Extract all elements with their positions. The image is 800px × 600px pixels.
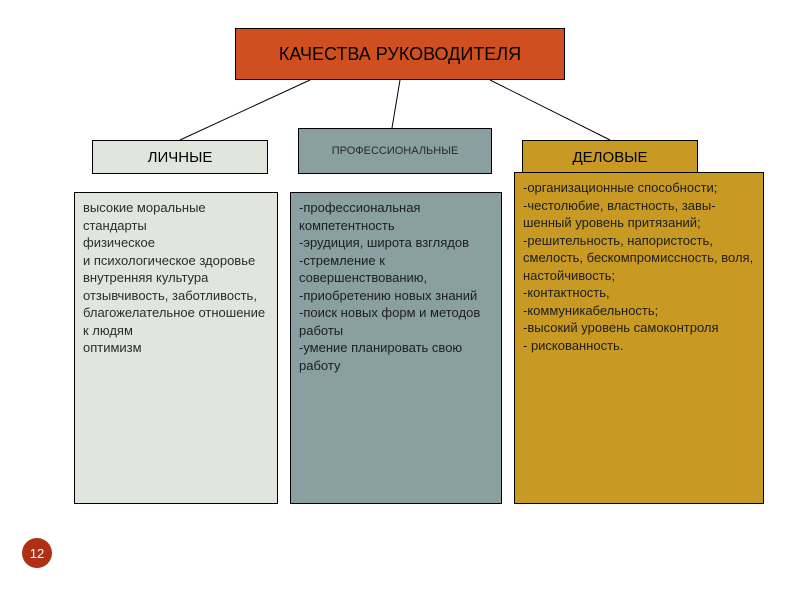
content-professional: -профессиональная компетентность -эрудиц… <box>290 192 502 504</box>
category-professional: ПРОФЕССИОНАЛЬНЫЕ <box>298 128 492 174</box>
content-business: -организационные способности; -честолюби… <box>514 172 764 504</box>
page-number-badge: 12 <box>22 538 52 568</box>
category-personal: ЛИЧНЫЕ <box>92 140 268 174</box>
content-personal: высокие моральные стандарты физическое и… <box>74 192 278 504</box>
diagram-title: КАЧЕСТВА РУКОВОДИТЕЛЯ <box>235 28 565 80</box>
category-business: ДЕЛОВЫЕ <box>522 140 698 174</box>
